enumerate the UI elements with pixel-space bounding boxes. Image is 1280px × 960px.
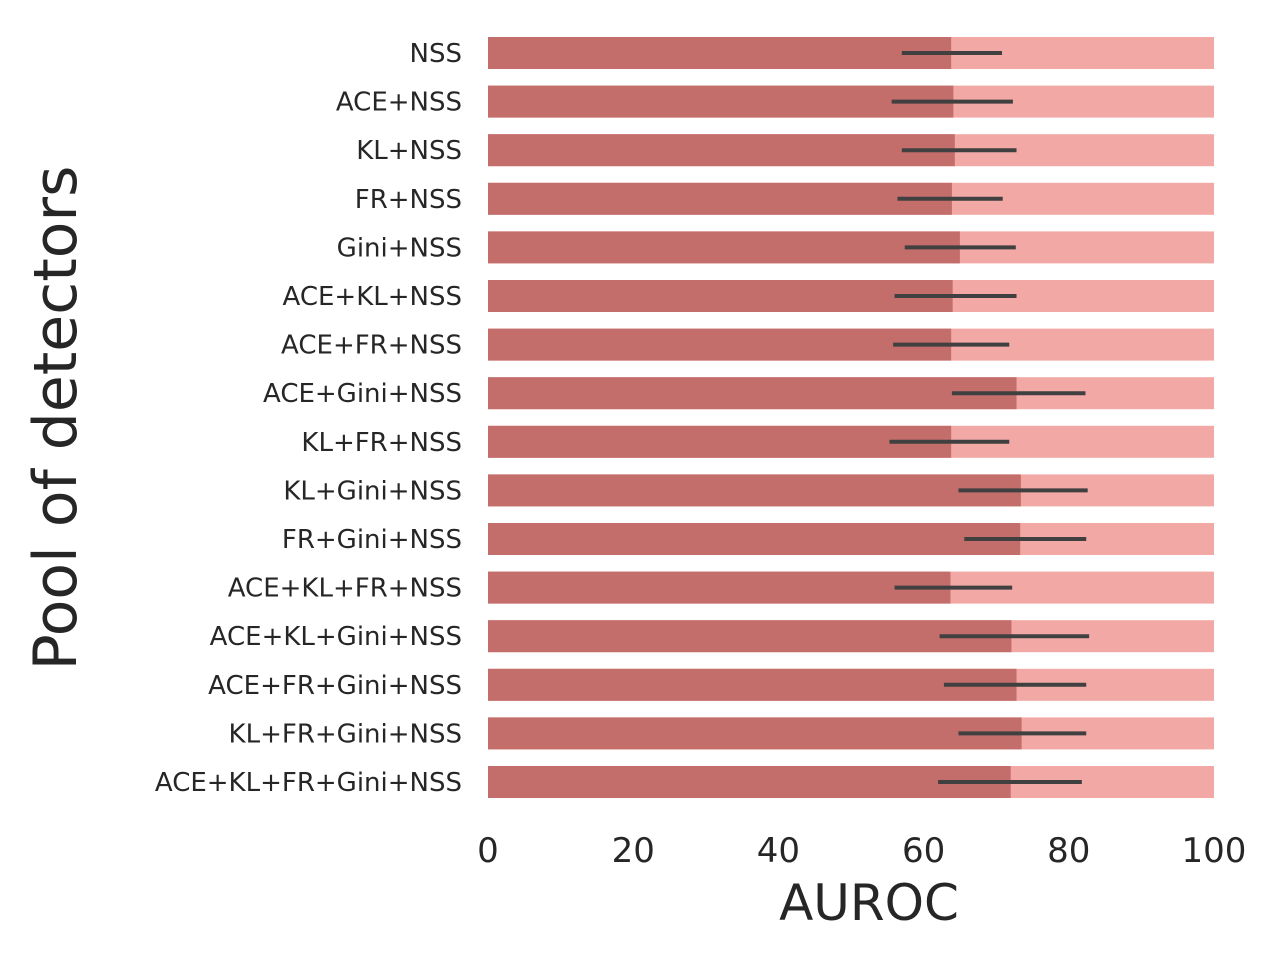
y-tick-labels: NSS ACE+NSS KL+NSS FR+NSS Gini+NSS ACE+KL+NSS… [155, 39, 462, 798]
x-tick-label: 100 [1182, 831, 1247, 871]
bar [488, 766, 1011, 798]
bar [488, 620, 1012, 653]
bar [488, 668, 1017, 701]
bar [488, 523, 1021, 555]
x-tick-label: 80 [1047, 831, 1090, 871]
x-tick-label: 40 [757, 831, 800, 871]
y-tick-label: ACE+Gini+NSS [263, 379, 462, 409]
y-tick-label: KL+FR+Gini+NSS [229, 719, 462, 749]
x-tick-label: 20 [612, 831, 655, 871]
y-tick-label: ACE+KL+NSS [283, 282, 462, 312]
y-tick-label: Gini+NSS [337, 233, 462, 263]
x-tick-labels: 0 20 40 60 80 100 [477, 831, 1246, 871]
bar [488, 280, 953, 312]
x-axis-title: AUROC [779, 874, 959, 932]
x-tick-label: 0 [477, 831, 499, 871]
bar [488, 328, 952, 361]
bar [488, 182, 952, 215]
bars-layer [488, 37, 1214, 798]
bar [488, 717, 1022, 750]
y-axis-title: Pool of detectors [21, 166, 91, 671]
y-tick-label: KL+NSS [356, 136, 462, 166]
bar [488, 571, 951, 604]
y-tick-label: ACE+FR+NSS [281, 331, 462, 361]
bar [488, 377, 1017, 410]
bar [488, 425, 952, 458]
bar [488, 85, 954, 118]
x-tick-label: 60 [902, 831, 945, 871]
y-tick-label: ACE+FR+Gini+NSS [208, 671, 462, 701]
bar [488, 231, 960, 264]
y-tick-label: FR+Gini+NSS [282, 525, 462, 555]
y-tick-label: NSS [410, 39, 462, 69]
bar [488, 134, 955, 167]
y-tick-label: FR+NSS [355, 185, 462, 215]
y-tick-label: KL+Gini+NSS [283, 476, 462, 506]
y-tick-label: KL+FR+NSS [301, 428, 462, 458]
y-tick-label: ACE+KL+Gini+NSS [210, 622, 462, 652]
bar [488, 474, 1021, 507]
y-tick-label: ACE+KL+FR+Gini+NSS [155, 768, 462, 798]
y-tick-label: ACE+KL+FR+NSS [228, 574, 462, 604]
y-tick-label: ACE+NSS [336, 88, 462, 118]
bar [488, 37, 952, 69]
